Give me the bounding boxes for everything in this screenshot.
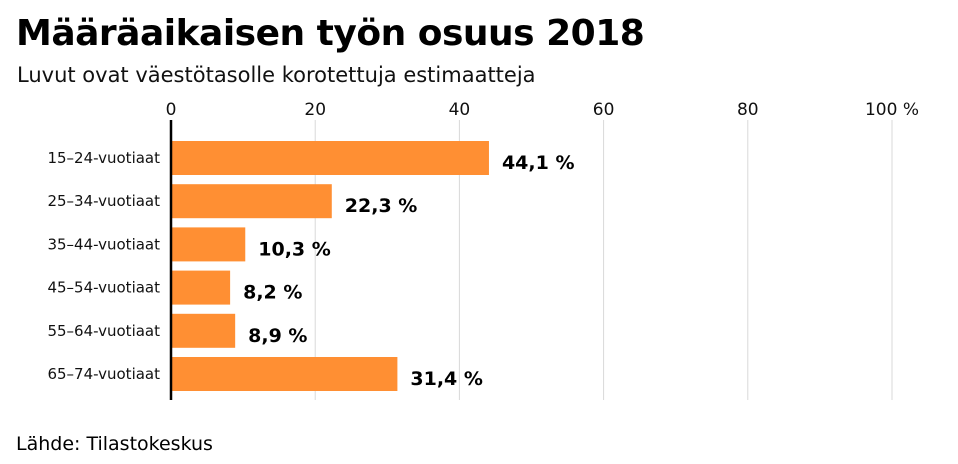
bar: [171, 184, 332, 219]
x-tick-label: 40: [449, 100, 471, 120]
category-label: 35–44-vuotiaat: [47, 235, 160, 253]
bar: [171, 270, 231, 305]
bar: [171, 313, 236, 348]
bar-chart: 0 20 40 60 80 100 % 15–24-vuotiaat 25–34-vuoti…: [47, 100, 919, 400]
data-label: 10,3 %: [258, 238, 331, 260]
x-tick-label: 20: [304, 100, 326, 120]
data-label: 31,4 %: [410, 368, 483, 390]
bar: [171, 227, 246, 262]
category-label: 65–74-vuotiaat: [47, 365, 160, 383]
bar: [171, 357, 398, 391]
chart-title: Määräaikaisen työn osuus 2018: [16, 13, 645, 54]
category-label: 15–24-vuotiaat: [47, 149, 160, 167]
category-labels: 15–24-vuotiaat 25–34-vuotiaat 35–44-vuotia…: [47, 149, 160, 383]
data-label: 44,1 %: [502, 152, 575, 174]
bars: [171, 141, 489, 391]
x-tick-label: 60: [593, 100, 615, 120]
chart-subtitle: Luvut ovat väestötasolle korotettuja est…: [17, 63, 536, 87]
category-label: 25–34-vuotiaat: [47, 192, 160, 210]
category-label: 55–64-vuotiaat: [47, 322, 160, 340]
data-label: 8,9 %: [248, 325, 307, 347]
data-label: 22,3 %: [345, 195, 418, 217]
x-tick-label: 80: [737, 100, 759, 120]
bar: [171, 141, 489, 175]
x-tick-label: 0: [166, 100, 177, 120]
x-axis-ticks: 0 20 40 60 80 100 %: [166, 100, 919, 120]
source-note: Lähde: Tilastokeskus: [16, 433, 213, 455]
value-labels: 44,1 % 22,3 % 10,3 % 8,2 % 8,9 % 31,4 %: [243, 152, 574, 390]
category-label: 45–54-vuotiaat: [47, 279, 160, 297]
x-tick-label: 100 %: [865, 100, 919, 120]
data-label: 8,2 %: [243, 282, 302, 304]
